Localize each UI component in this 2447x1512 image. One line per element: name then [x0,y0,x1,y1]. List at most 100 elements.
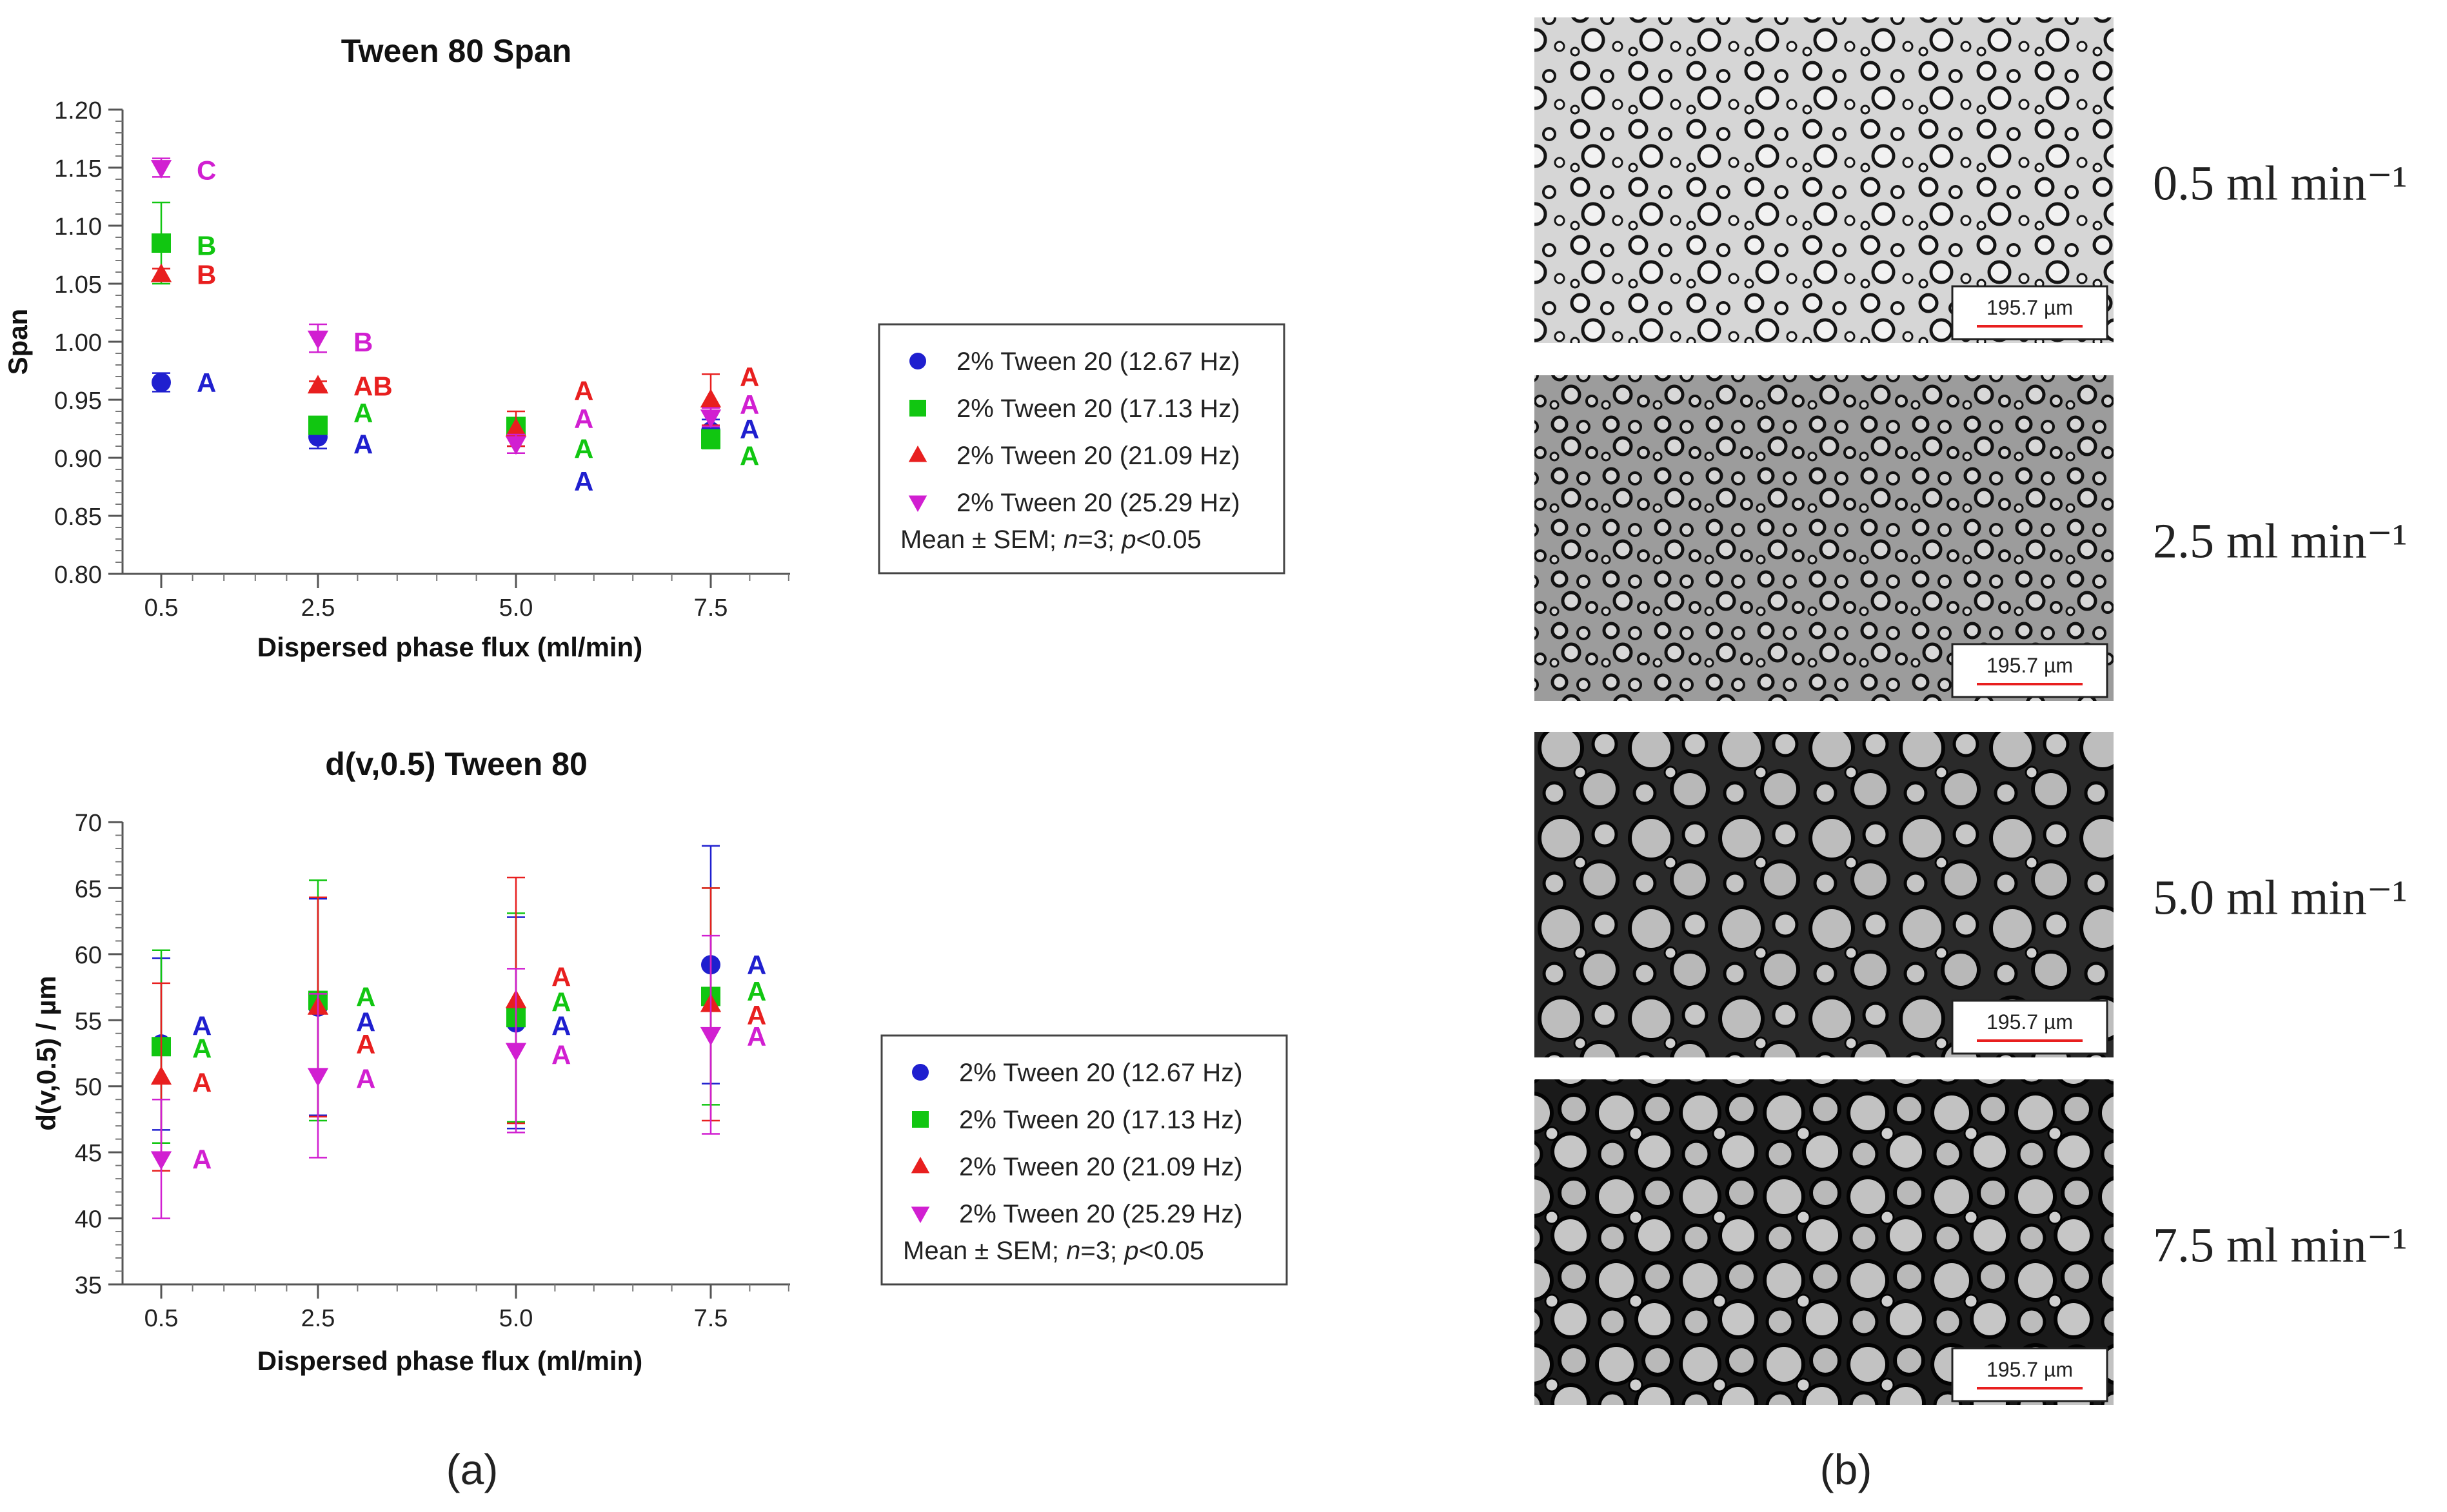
legend-note-part: =3; [1080,1237,1124,1265]
data-point [150,1151,172,1170]
y-tick-label: 1.05 [54,271,102,299]
scale-bar-label: 195.7 µm [1986,654,2073,677]
legend-marker [908,495,927,512]
significance-letter: A [192,1144,212,1174]
data-point [150,1066,172,1085]
legend-entry: 2% Tween 20 (17.13 Hz) [956,395,1240,423]
median-size-chart: d(v,0.5) Tween 80 35 40 45 50 55 60 65 70 0.5 2.5 5… [31,746,790,1376]
x-axis-label: Dispersed phase flux (ml/min) [257,632,642,662]
significance-letter: A [740,362,759,392]
significance-letter: A [551,962,571,992]
legend-marker [909,400,926,417]
legend-marker [909,353,926,369]
data-point [307,375,329,394]
scale-bar-box [1951,285,2108,340]
micrograph-1: 195.7 µm 2.5 ml min⁻¹ [1534,375,2407,701]
legend-marker [908,446,927,462]
significance-letter: A [192,1010,212,1041]
significance-letter: A [747,950,766,980]
significance-letter: A [574,376,593,406]
micrograph-2: 195.7 µm 5.0 ml min⁻¹ [1534,732,2407,1057]
x-tick-label: 2.5 [301,594,335,622]
y-tick-label: 0.90 [54,446,102,473]
significance-letter: C [197,155,216,186]
x-tick-label: 5.0 [499,1305,533,1332]
significance-letter: AB [353,371,393,401]
legend-box [880,1034,1288,1286]
legend-entry: 2% Tween 20 (25.29 Hz) [959,1200,1243,1228]
significance-letter: A [747,976,766,1006]
series-3: CBA A [150,155,759,455]
legend-entry: 2% Tween 20 (21.09 Hz) [959,1153,1243,1181]
x-axis-label: Dispersed phase flux (ml/min) [257,1346,642,1376]
significance-letter: A [356,1029,375,1059]
significance-letter: A [353,429,373,459]
significance-letter: A [574,404,593,434]
x-tick-label: 2.5 [301,1305,335,1332]
y-tick-label: 1.20 [54,97,102,124]
significance-letter: A [747,1021,766,1052]
micrograph-flux-label: 5.0 ml min⁻¹ [2153,871,2407,925]
legend-marker [912,1111,929,1128]
legend-note-part: Mean ± SEM; [903,1237,1066,1265]
y-tick-label: 1.00 [54,329,102,357]
data-point [150,160,172,179]
x-tick-label: 7.5 [694,1305,728,1332]
significance-letter: A [740,440,759,471]
micrograph-flux-label: 2.5 ml min⁻¹ [2153,515,2407,569]
x-tick-label: 7.5 [694,594,728,622]
micrograph-flux-label: 0.5 ml min⁻¹ [2153,157,2407,211]
legend-entry: 2% Tween 20 (17.13 Hz) [959,1106,1243,1134]
y-axis-label: Span [3,309,33,375]
scale-bar-box [1951,643,2108,698]
legend-note-part: Mean ± SEM; [900,525,1064,554]
legend-note-part: n [1064,525,1078,554]
data-point [700,409,722,428]
significance-letter: A [551,1010,571,1041]
y-axis-label: d(v,0.5) / µm [31,976,61,1130]
series-1: AA A A [152,879,766,1144]
legend-marker [911,1206,930,1223]
chart-title: d(v,0.5) Tween 80 [325,746,588,782]
significance-letter: A [747,1000,766,1030]
data-point [505,418,527,437]
micrograph-flux-label: 7.5 ml min⁻¹ [2153,1219,2407,1273]
x-tick-label: 0.5 [144,594,179,622]
y-tick-label: 40 [75,1206,102,1233]
significance-letter: A [356,981,375,1012]
significance-letter: A [740,389,759,420]
y-tick-label: 1.15 [54,155,102,182]
series-1: BAA A [152,201,759,471]
legend-note-part: p [1124,1237,1138,1265]
significance-letter: A [740,414,759,444]
x-tick-label: 5.0 [499,594,533,622]
y-tick-label: 45 [75,1140,102,1167]
scale-bar-label: 195.7 µm [1986,296,2073,319]
span-chart-legend: 2% Tween 20 (12.67 Hz) 2% Tween 20 (17.13… [878,323,1285,574]
data-point [700,389,722,407]
significance-letter: A [192,1068,212,1098]
scale-bar-label: 195.7 µm [1986,1010,2073,1034]
micrograph-0: 195.7 µm 0.5 ml min⁻¹ [1534,17,2407,343]
legend-note-part: p [1121,525,1136,554]
significance-letter: B [197,231,216,261]
significance-letter: B [353,327,373,357]
y-tick-label: 50 [75,1074,102,1101]
chart-title: Tween 80 Span [341,33,572,69]
x-tick-label: 0.5 [144,1305,179,1332]
legend-note-part: n [1066,1237,1080,1265]
legend-box [878,323,1285,574]
significance-letter: A [551,1040,571,1070]
data-point [152,373,171,392]
y-tick-label: 70 [75,810,102,837]
significance-letter: A [192,1033,212,1063]
significance-letter: A [353,398,373,428]
significance-letter: B [197,260,216,290]
micrograph-3: 195.7 µm 7.5 ml min⁻¹ [1534,1079,2407,1405]
panel-b-label: (b) [1820,1446,1872,1493]
